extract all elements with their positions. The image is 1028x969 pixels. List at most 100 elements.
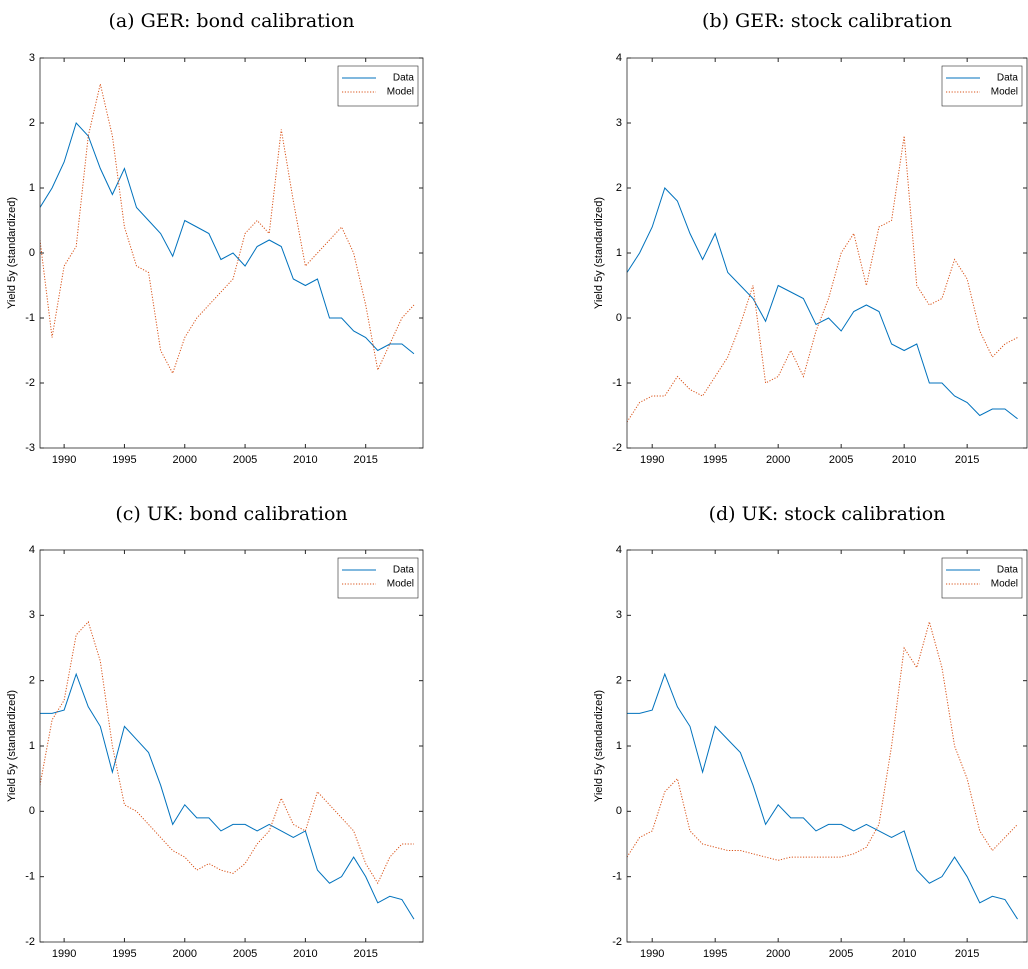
y-tick-label: 3 [29, 52, 35, 64]
legend-label: Data [393, 73, 415, 84]
y-tick-label: 3 [616, 117, 622, 129]
plot-area [627, 550, 1027, 942]
data-line [40, 83, 415, 375]
x-tick-label: 2010 [293, 454, 317, 466]
subplot-title: (c) UK: bond calibration [115, 503, 347, 525]
x-tick-label: 2005 [829, 454, 853, 466]
x-tick-label: 2010 [892, 948, 916, 960]
legend: Data Model [941, 65, 1023, 107]
data-line [627, 187, 1018, 420]
x-tick-label: 2000 [173, 454, 197, 466]
x-tick-label: 1990 [52, 454, 76, 466]
x-tick-label: 1990 [52, 948, 76, 960]
plot-area [40, 550, 423, 942]
x-tick-label: 2005 [829, 948, 853, 960]
y-tick-label: 1 [616, 740, 622, 752]
x-tick-label: 1990 [640, 948, 664, 960]
legend-label: Model [991, 87, 1018, 98]
x-tick-label: 2005 [233, 948, 257, 960]
y-tick-label: 2 [616, 182, 622, 194]
y-tick-label: 1 [29, 182, 35, 194]
y-tick-label: -1 [25, 871, 35, 883]
y-tick-label: 0 [616, 312, 622, 324]
x-tick-label: 1995 [703, 454, 727, 466]
subplot-title: (a) GER: bond calibration [108, 10, 354, 32]
x-tick-label: 2015 [353, 454, 377, 466]
subplot: (a) GER: bond calibration 1990 1995 2000 200… [6, 10, 424, 466]
y-axis-label: Yield 5y (standardized) [593, 197, 605, 309]
x-tick-label: 2000 [766, 454, 790, 466]
data-line [627, 619, 1018, 861]
plot-area [40, 58, 423, 448]
y-axis-label: Yield 5y (standardized) [6, 690, 18, 802]
x-tick-label: 1995 [112, 454, 136, 466]
y-tick-label: -2 [25, 936, 35, 948]
y-tick-label: 4 [616, 544, 622, 556]
y-tick-label: 1 [616, 247, 622, 259]
lines [627, 619, 1018, 920]
x-tick-label: 2000 [173, 948, 197, 960]
y-tick-label: 0 [616, 805, 622, 817]
y-tick-label: -3 [25, 442, 35, 454]
y-tick-label: 0 [29, 247, 35, 259]
y-tick-label: 3 [29, 609, 35, 621]
y-tick-label: 4 [29, 544, 35, 556]
x-tick-label: 2005 [233, 454, 257, 466]
y-tick-label: -1 [612, 377, 622, 389]
legend-box [941, 557, 1023, 599]
x-tick-label: 2015 [353, 948, 377, 960]
y-tick-label: 2 [616, 675, 622, 687]
data-line [627, 135, 1018, 423]
x-tick-label: 1995 [703, 948, 727, 960]
x-tick-label: 2010 [293, 948, 317, 960]
data-line [40, 122, 415, 355]
legend: Data Model [337, 65, 419, 107]
x-tick-label: 2000 [766, 948, 790, 960]
legend-box [941, 65, 1023, 107]
x-tick-label: 2015 [955, 948, 979, 960]
legend-label: Model [991, 579, 1018, 590]
axes-box [626, 549, 1028, 943]
axes-box [39, 57, 424, 449]
subplot-title: (d) UK: stock calibration [709, 503, 946, 525]
legend-label: Model [387, 579, 414, 590]
axes-box [626, 57, 1028, 449]
y-tick-label: 2 [29, 675, 35, 687]
x-tick-label: 1995 [112, 948, 136, 960]
x-tick-label: 2015 [955, 454, 979, 466]
legend: Data Model [941, 557, 1023, 599]
legend-box [337, 557, 419, 599]
y-tick-label: -2 [25, 377, 35, 389]
legend-box [337, 65, 419, 107]
x-tick-label: 1990 [640, 454, 664, 466]
subplot-title: (b) GER: stock calibration [702, 10, 952, 32]
plot-area [627, 58, 1027, 448]
y-tick-label: 3 [616, 609, 622, 621]
y-tick-label: -2 [612, 936, 622, 948]
y-tick-label: -2 [612, 442, 622, 454]
y-axis-label: Yield 5y (standardized) [593, 690, 605, 802]
legend-label: Data [393, 565, 415, 576]
subplot: (d) UK: stock calibration 1990 1995 2000 200… [593, 503, 1028, 960]
lines [40, 83, 415, 375]
data-line [40, 672, 415, 920]
legend: Data Model [337, 557, 419, 599]
data-line [627, 672, 1018, 920]
legend-label: Data [997, 73, 1019, 84]
lines [627, 135, 1018, 423]
subplot: (c) UK: bond calibration 1990 1995 2000 2005… [6, 503, 424, 960]
y-tick-label: -1 [25, 312, 35, 324]
x-tick-label: 2010 [892, 454, 916, 466]
axes-box [39, 549, 424, 943]
y-tick-label: 2 [29, 117, 35, 129]
lines [40, 620, 415, 920]
y-tick-label: 1 [29, 740, 35, 752]
y-tick-label: 4 [616, 52, 622, 64]
legend-label: Model [387, 87, 414, 98]
y-tick-label: -1 [612, 871, 622, 883]
y-axis-label: Yield 5y (standardized) [6, 197, 18, 309]
y-tick-label: 0 [29, 805, 35, 817]
